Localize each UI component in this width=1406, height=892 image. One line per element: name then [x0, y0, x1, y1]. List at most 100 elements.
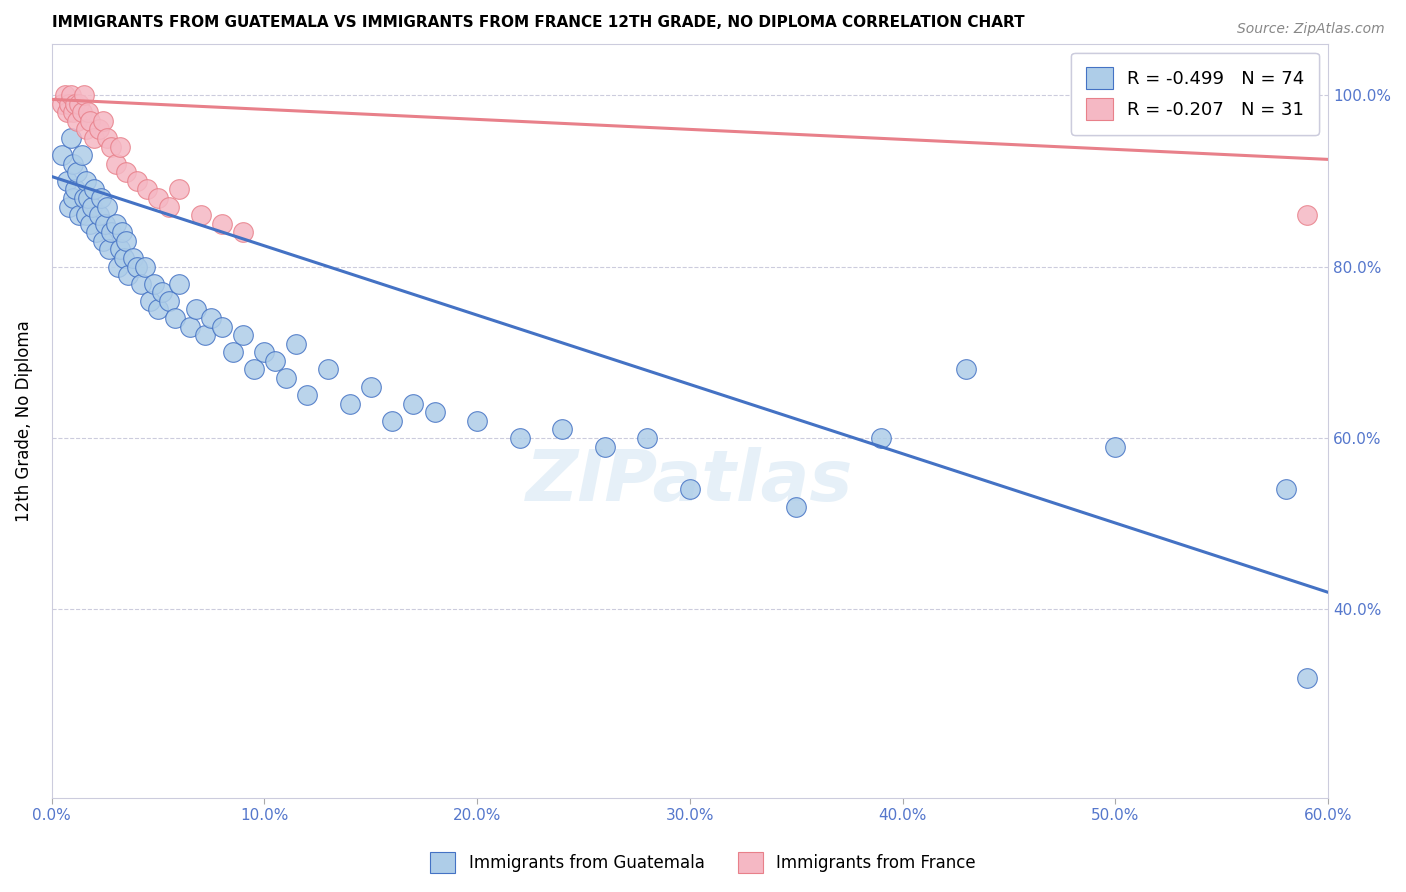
Point [785, 500, 807, 514]
Point [100, 225, 122, 239]
Point [77, 191, 100, 205]
Point [142, 277, 165, 291]
Point [58, 200, 80, 214]
Point [51, 148, 73, 162]
Point [94, 217, 117, 231]
Point [75, 174, 97, 188]
Point [381, 414, 404, 428]
Point [157, 293, 180, 308]
Point [51, 96, 73, 111]
Point [86, 225, 108, 239]
Point [169, 182, 191, 196]
Point [75, 122, 97, 136]
Point [190, 208, 212, 222]
Point [509, 431, 531, 445]
Point [221, 345, 243, 359]
Point [129, 277, 152, 291]
Text: IMMIGRANTS FROM GUATEMALA VS IMMIGRANTS FROM FRANCE 12TH GRADE, NO DIPLOMA CORRE: IMMIGRANTS FROM GUATEMALA VS IMMIGRANTS … [52, 15, 1025, 30]
Point [1295, 671, 1317, 685]
Point [70, 105, 93, 120]
Point [264, 354, 287, 368]
Point [111, 225, 134, 239]
Legend: Immigrants from Guatemala, Immigrants from France: Immigrants from Guatemala, Immigrants fr… [423, 846, 983, 880]
Point [83, 131, 105, 145]
Point [90, 191, 112, 205]
Point [63, 182, 86, 196]
Point [146, 302, 169, 317]
Point [200, 310, 222, 325]
Point [108, 243, 131, 257]
Point [186, 302, 208, 317]
Legend: R = -0.499   N = 74, R = -0.207   N = 31: R = -0.499 N = 74, R = -0.207 N = 31 [1071, 53, 1319, 135]
Point [551, 422, 574, 436]
Point [55, 105, 77, 120]
Point [91, 113, 114, 128]
Point [360, 379, 382, 393]
Point [339, 397, 361, 411]
Text: ZIPatlas: ZIPatlas [526, 447, 853, 516]
Point [87, 122, 110, 136]
Point [117, 268, 139, 282]
Point [96, 200, 118, 214]
Point [70, 148, 93, 162]
Point [955, 362, 977, 376]
Point [66, 113, 89, 128]
Point [107, 260, 129, 274]
Point [59, 88, 82, 103]
Point [100, 139, 122, 153]
Point [232, 225, 254, 239]
Point [1104, 440, 1126, 454]
Point [194, 328, 217, 343]
Point [62, 191, 84, 205]
Point [423, 405, 446, 419]
Point [232, 328, 254, 343]
Point [138, 293, 160, 308]
Point [211, 217, 233, 231]
Point [136, 182, 159, 196]
Point [79, 217, 101, 231]
Point [295, 388, 318, 402]
Point [75, 208, 97, 222]
Point [108, 139, 131, 153]
Point [179, 319, 201, 334]
Point [67, 96, 90, 111]
Point [83, 182, 105, 196]
Point [62, 105, 84, 120]
Point [91, 234, 114, 248]
Point [134, 260, 156, 274]
Point [243, 362, 266, 376]
Point [465, 414, 488, 428]
Point [125, 174, 148, 188]
Point [67, 208, 90, 222]
Point [112, 251, 135, 265]
Point [274, 371, 297, 385]
Point [125, 260, 148, 274]
Point [53, 88, 76, 103]
Point [79, 113, 101, 128]
Point [115, 165, 138, 179]
Point [636, 431, 658, 445]
Point [82, 200, 104, 214]
Point [870, 431, 893, 445]
Y-axis label: 12th Grade, No Diploma: 12th Grade, No Diploma [15, 320, 32, 522]
Point [77, 105, 100, 120]
Point [66, 165, 89, 179]
Point [211, 319, 233, 334]
Point [62, 157, 84, 171]
Point [115, 234, 138, 248]
Point [58, 96, 80, 111]
Text: Source: ZipAtlas.com: Source: ZipAtlas.com [1237, 22, 1385, 37]
Point [402, 397, 425, 411]
Point [316, 362, 339, 376]
Point [285, 336, 308, 351]
Point [146, 191, 169, 205]
Point [253, 345, 276, 359]
Point [55, 174, 77, 188]
Point [121, 251, 143, 265]
Point [593, 440, 616, 454]
Point [165, 310, 187, 325]
Point [157, 200, 180, 214]
Point [1295, 208, 1317, 222]
Point [104, 157, 127, 171]
Point [63, 96, 86, 111]
